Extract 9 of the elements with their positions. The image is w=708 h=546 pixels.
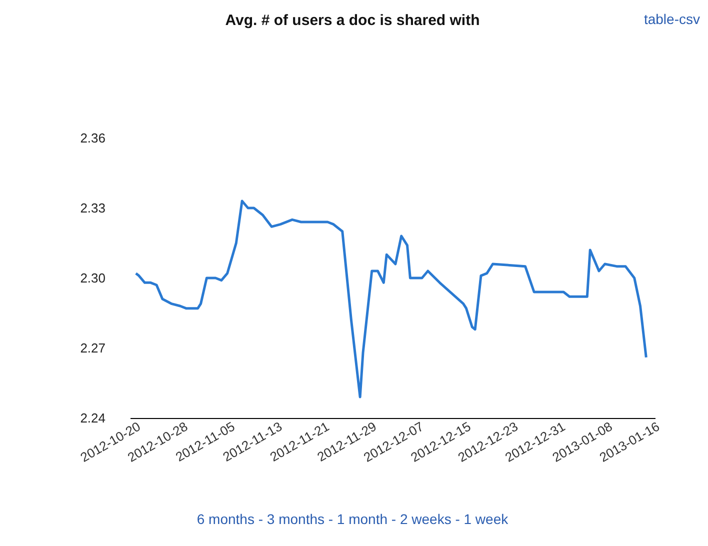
y-tick-label: 2.30 (80, 270, 106, 286)
chart-title: Avg. # of users a doc is shared with (225, 12, 480, 29)
text: table-csv (644, 11, 700, 27)
line-series (134, 200, 648, 398)
y-tick-label: 2.36 (80, 130, 106, 146)
text: 6 months - 3 months - 1 month - 2 weeks - 1 week (196, 511, 510, 527)
y-tick-label: 2.27 (80, 340, 106, 356)
y-tick-label: 2.24 (80, 410, 106, 426)
y-tick-label: 2.33 (80, 200, 106, 216)
